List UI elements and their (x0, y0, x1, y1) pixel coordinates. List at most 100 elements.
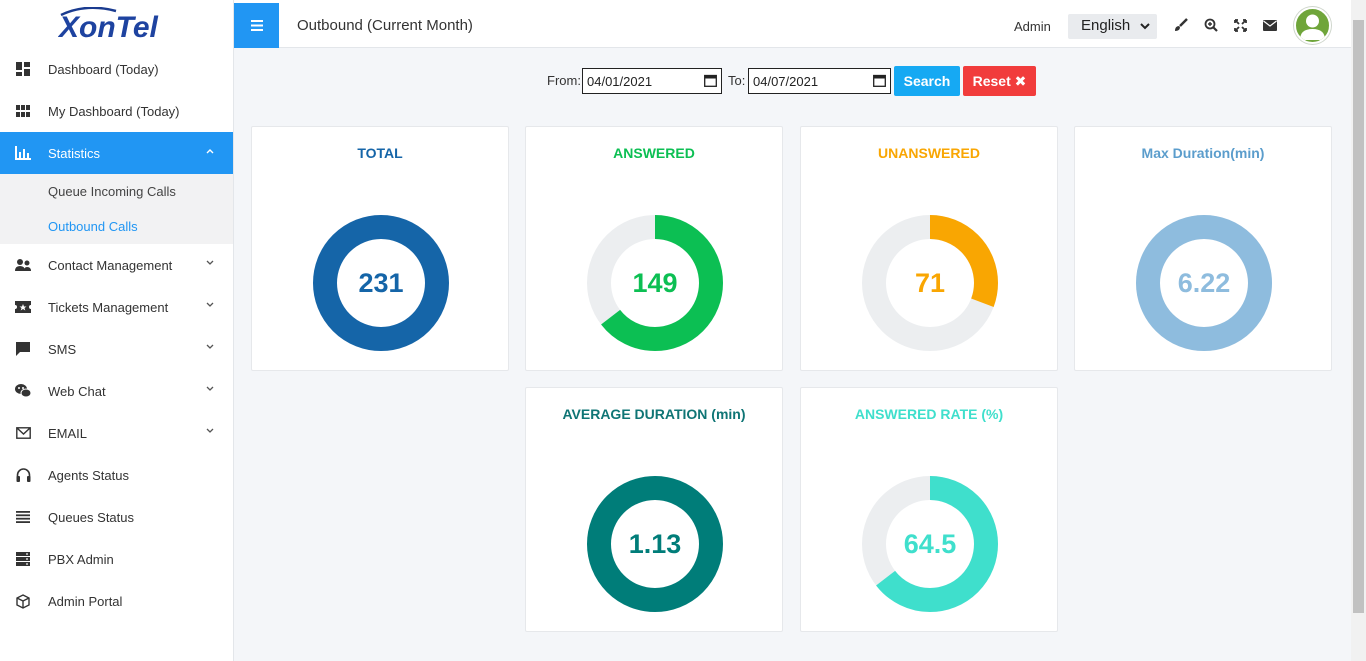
to-date-input[interactable]: 04/07/2021 (748, 68, 891, 94)
sidebar-item-label: My Dashboard (Today) (48, 103, 180, 119)
statistics-submenu: Queue Incoming Calls Outbound Calls (0, 174, 233, 244)
ticket-icon (15, 299, 31, 315)
sidebar-item-label: PBX Admin (48, 551, 114, 567)
headset-icon (15, 467, 31, 483)
user-icon (1300, 14, 1325, 40)
users-icon (15, 257, 31, 273)
mail-icon[interactable] (1262, 17, 1278, 33)
chevron-down-icon (206, 386, 214, 391)
scrollbar-thumb[interactable] (1353, 20, 1364, 613)
sidebar-item-label: Web Chat (48, 383, 106, 399)
search-button[interactable]: Search (894, 66, 960, 96)
stat-card-max-duration: Max Duration(min) 6.22 (1074, 126, 1332, 371)
envelope-icon (15, 425, 31, 441)
sidebar-item-label: Queues Status (48, 509, 134, 525)
card-title: TOTAL (357, 145, 403, 161)
donut-chart (587, 476, 723, 612)
page-title: Outbound (Current Month) (297, 17, 473, 34)
chevron-up-icon (206, 149, 214, 154)
donut-chart (313, 215, 449, 351)
wechat-icon (15, 383, 31, 399)
language-value: English (1081, 17, 1131, 34)
sidebar-item-label: Statistics (48, 145, 101, 161)
card-value: 1.13 (628, 528, 682, 559)
sidebar-item-sms[interactable]: SMS (0, 328, 233, 370)
sidebar-item-my-dashboard[interactable]: My Dashboard (Today) (0, 90, 233, 132)
language-select[interactable]: English (1068, 14, 1157, 39)
from-label: From: (547, 73, 581, 88)
sidebar-item-label: Agents Status (48, 467, 129, 483)
calendar-icon[interactable] (873, 74, 886, 87)
card-title: UNANSWERED (878, 145, 980, 161)
grid-icon (15, 103, 31, 119)
chevron-down-icon (206, 302, 214, 307)
from-date-value: 04/01/2021 (587, 74, 653, 89)
sidebar-item-statistics[interactable]: Statistics (0, 132, 233, 174)
donut-arc (862, 476, 998, 612)
xontel-logo: XonTel (58, 7, 159, 41)
list-icon (15, 509, 31, 525)
sidebar-item-queues-status[interactable]: Queues Status (0, 496, 233, 538)
server-icon (15, 551, 31, 567)
message-icon (15, 341, 31, 357)
sidebar-item-label: SMS (48, 341, 77, 357)
sidebar-item-web-chat[interactable]: Web Chat (0, 370, 233, 412)
card-value: 64.5 (903, 528, 957, 559)
sidebar-item-agents-status[interactable]: Agents Status (0, 454, 233, 496)
chevron-down-icon (206, 344, 214, 349)
to-label: To: (728, 73, 746, 88)
card-title: AVERAGE DURATION (min) (562, 406, 746, 422)
sidebar-item-label: Dashboard (Today) (48, 61, 159, 77)
calendar-icon[interactable] (704, 74, 717, 87)
donut-arc (313, 215, 449, 351)
card-title: Max Duration(min) (1141, 145, 1265, 161)
card-value: 231 (358, 267, 404, 298)
card-value: 71 (914, 267, 946, 298)
main-content: From: 04/01/2021 To: 04/07/2021 Search R… (234, 48, 1351, 661)
from-date-input[interactable]: 04/01/2021 (582, 68, 722, 94)
chevron-down-icon (206, 428, 214, 433)
logo-text: XonTel (58, 11, 159, 41)
submenu-item-queue-incoming-calls[interactable]: Queue Incoming Calls (48, 184, 176, 199)
sidebar-item-tickets-management[interactable]: Tickets Management (0, 286, 233, 328)
submenu-item-outbound-calls[interactable]: Outbound Calls (48, 219, 138, 234)
donut-arc (862, 215, 998, 351)
sidebar-item-pbx-admin[interactable]: PBX Admin (0, 538, 233, 580)
bar-chart-icon (15, 145, 31, 161)
menu-toggle-button[interactable] (234, 3, 279, 48)
donut-chart (587, 215, 723, 351)
to-date-value: 04/07/2021 (753, 74, 819, 89)
donut-chart (1136, 215, 1272, 351)
donut-arc (1136, 215, 1272, 351)
user-avatar[interactable] (1294, 7, 1331, 44)
card-title: ANSWERED RATE (%) (854, 406, 1004, 422)
user-label[interactable]: Admin (1014, 19, 1051, 34)
chevron-down-icon (206, 260, 214, 265)
reset-button[interactable]: Reset ✖ (963, 66, 1036, 96)
logo[interactable]: XonTel (0, 0, 233, 48)
dashboard-icon (15, 61, 31, 77)
card-value: 6.22 (1177, 267, 1231, 298)
chevron-down-icon (1140, 23, 1150, 30)
sidebar-item-label: Contact Management (48, 257, 173, 273)
sidebar-item-contact-management[interactable]: Contact Management (0, 244, 233, 286)
donut-chart (862, 476, 998, 612)
donut-arc (587, 476, 723, 612)
sidebar-item-admin-portal[interactable]: Admin Portal (0, 580, 233, 622)
stat-card-average-duration: AVERAGE DURATION (min) 1.13 (525, 387, 783, 632)
sidebar-item-label: EMAIL (48, 425, 88, 441)
card-value: 149 (632, 267, 678, 298)
paint-brush-icon[interactable] (1173, 17, 1189, 33)
page-scrollbar[interactable] (1351, 0, 1366, 661)
donut-arc (587, 215, 723, 351)
sidebar-item-email[interactable]: EMAIL (0, 412, 233, 454)
sidebar-item-label: Admin Portal (48, 593, 123, 609)
card-title: ANSWERED (613, 145, 695, 161)
fullscreen-icon[interactable] (1232, 17, 1248, 33)
cube-icon (15, 593, 31, 609)
stat-card-unanswered: UNANSWERED 71 (800, 126, 1058, 371)
sidebar-item-dashboard[interactable]: Dashboard (Today) (0, 48, 233, 90)
sidebar-item-label: Tickets Management (48, 299, 169, 315)
sidebar-nav: Dashboard (Today) My Dashboard (Today) S… (0, 48, 233, 622)
zoom-in-icon[interactable] (1203, 17, 1219, 33)
